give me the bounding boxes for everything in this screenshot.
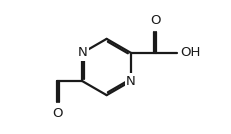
Text: N: N bbox=[77, 46, 87, 59]
Text: OH: OH bbox=[180, 46, 200, 59]
Text: N: N bbox=[126, 75, 135, 88]
Text: O: O bbox=[52, 107, 62, 120]
Text: O: O bbox=[150, 14, 160, 27]
